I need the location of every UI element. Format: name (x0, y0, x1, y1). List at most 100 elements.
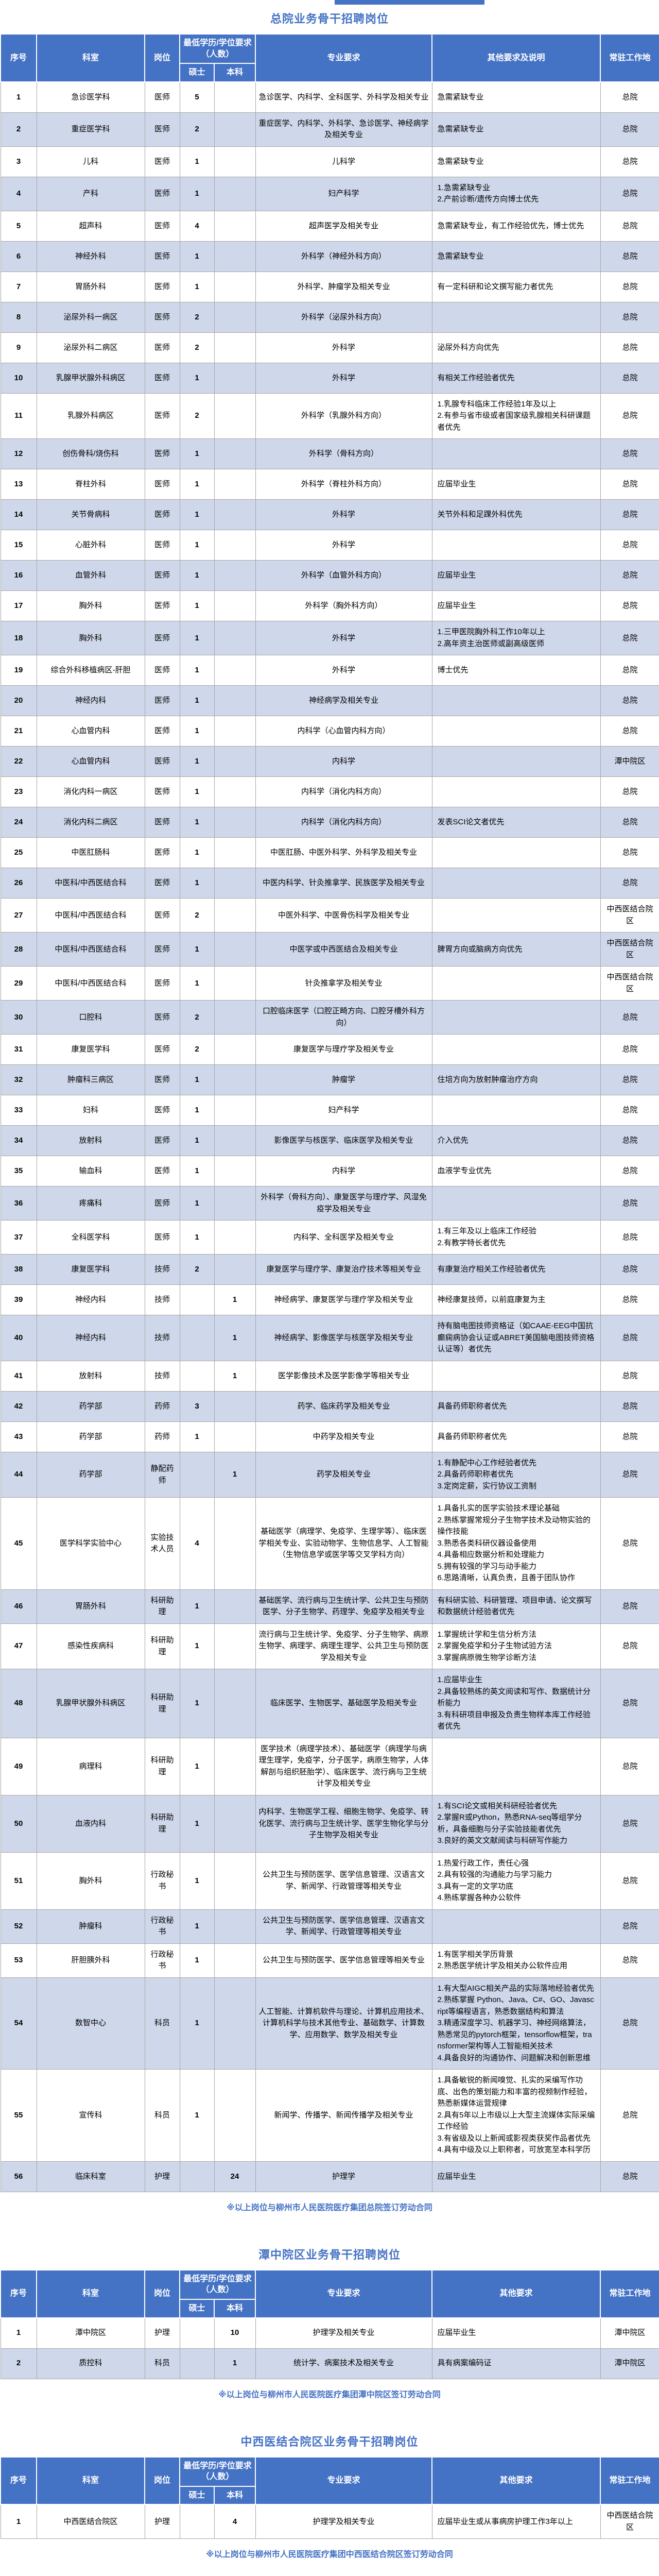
cell-post: 护理 (144, 2504, 180, 2539)
cell-location: 总院 (600, 1669, 659, 1738)
cell-dept: 心脏外科 (36, 530, 145, 561)
table-row: 42 药学部 药师 3 药学、临床药学及相关专业 具备药师职称者优先 总院 (0, 1391, 659, 1422)
cell-location: 总院 (600, 560, 659, 591)
cell-dept: 肿瘤科 (36, 1909, 145, 1944)
cell-other: 急需紧缺专业，有工作经验优先，博士优先 (431, 210, 601, 242)
cell-post: 医师 (144, 1186, 180, 1221)
cell-master: 1 (179, 807, 215, 838)
cell-dept: 中医科/中西医结合科 (36, 932, 145, 967)
table-row: 55 宣传科 科员 1 新闻学、传播学、新闻传播学及相关专业 1.具备敏锐的新闻嗅觉、扎实… (0, 2069, 659, 2162)
table-row: 34 放射科 医师 1 影像医学与核医学、临床医学及相关专业 介入优先 总院 (0, 1125, 659, 1157)
table-row: 39 神经内科 技师 1 神经病学、康复医学与理疗学及相关专业 神经康复技师，以前庭康复为… (0, 1284, 659, 1316)
cell-location: 总院 (600, 1254, 659, 1285)
cell-no: 9 (0, 332, 37, 363)
cell-post: 行政秘书 (144, 1852, 180, 1910)
cell-master: 2 (179, 898, 215, 933)
cell-dept: 胃肠外科 (36, 1589, 145, 1624)
cell-location: 总院 (600, 1852, 659, 1910)
cell-post: 医师 (144, 112, 180, 147)
cell-location: 潭中院区 (600, 2348, 659, 2379)
table-row: 14 关节骨病科 医师 1 外科学 关节外科和足踝外科优先 总院 (0, 499, 659, 531)
cell-dept: 妇科 (36, 1095, 145, 1126)
cell-post: 医师 (144, 776, 180, 808)
cell-dept: 药学部 (36, 1391, 145, 1422)
table-header: 序号 科室 岗位 最低学历/学位要求（人数） 专业要求 其他要求及说明 常驻工作… (0, 33, 659, 82)
cell-dept: 中医科/中西医结合科 (36, 966, 145, 1001)
cell-other: 具备药师职称者优先 (431, 1421, 601, 1452)
cell-major: 外科学 (255, 530, 432, 561)
cell-other (431, 301, 601, 333)
cell-master: 2 (179, 332, 215, 363)
cell-other (431, 1737, 601, 1795)
cell-location: 总院 (600, 1125, 659, 1157)
cell-post: 医师 (144, 966, 180, 1001)
cell-bachelor (214, 1034, 256, 1065)
table-row: 1 中西医结合院区 护理 4 护理学及相关专业 应届毕业生或从事病房护理工作3年以上 中西医… (0, 2504, 659, 2539)
cell-bachelor (214, 301, 256, 333)
cell-dept: 肿瘤科三病区 (36, 1064, 145, 1096)
cell-dept: 消化内科一病区 (36, 776, 145, 808)
cell-no: 41 (0, 1360, 37, 1392)
cell-post: 药师 (144, 1391, 180, 1422)
cell-master: 1 (179, 1794, 215, 1853)
cell-no: 15 (0, 530, 37, 561)
cell-major: 内科学（心血管内科方向） (255, 716, 432, 747)
cell-post: 医师 (144, 685, 180, 717)
cell-no: 29 (0, 966, 37, 1001)
cell-major: 护理学及相关专业 (255, 2504, 432, 2539)
col-header-post: 岗位 (144, 2269, 180, 2318)
cell-location: 总院 (600, 1220, 659, 1255)
table-row: 8 泌尿外科一病区 医师 2 外科学（泌尿外科方向） 总院 (0, 301, 659, 333)
cell-location: 总院 (600, 1943, 659, 1978)
cell-dept: 中医科/中西医结合科 (36, 898, 145, 933)
cell-location: 总院 (600, 499, 659, 531)
cell-bachelor (214, 1589, 256, 1624)
cell-post: 行政秘书 (144, 1943, 180, 1978)
table-body: 1 中西医结合院区 护理 4 护理学及相关专业 应届毕业生或从事病房护理工作3年以上 中西医… (0, 2504, 659, 2539)
cell-major: 护理学及相关专业 (255, 2317, 432, 2349)
contract-note: ※以上岗位与柳州市人民医院医疗集团总院签订劳动合同 (227, 2203, 432, 2212)
cell-bachelor (214, 438, 256, 470)
cell-major: 人工智能、计算机软件与理论、计算机应用技术、计算机科学与技术其他专业、基础数学、… (255, 1977, 432, 2070)
cell-post: 实验技术人员 (144, 1497, 180, 1590)
cell-dept: 超声科 (36, 210, 145, 242)
cell-other: 1.急需紧缺专业 2.产前诊断/遗传方向博士优先 (431, 176, 601, 211)
section-title: 中西医结合院区业务骨干招聘岗位 (240, 2435, 419, 2448)
cell-no: 26 (0, 868, 37, 899)
table-row: 48 乳腺甲状腺外科病区 科研助理 1 临床医学、生物医学、基础医学及相关专业 1.应届毕… (0, 1669, 659, 1738)
cell-major: 外科学 (255, 655, 432, 686)
cell-major: 中医内科学、针灸推拿学、民族医学及相关专业 (255, 868, 432, 899)
cell-location: 总院 (600, 621, 659, 656)
cell-location: 总院 (600, 241, 659, 272)
table-row: 52 肿瘤科 行政秘书 1 公共卫生与预防医学、医学信息管理、汉语言文学、新闻学、行政管… (0, 1909, 659, 1944)
cell-other (431, 868, 601, 899)
cell-major: 儿科学 (255, 146, 432, 177)
contract-note: ※以上岗位与柳州市人民医院医疗集团中西医结合院区签订劳动合同 (206, 2550, 453, 2560)
cell-post: 医师 (144, 530, 180, 561)
cell-dept: 全科医学科 (36, 1220, 145, 1255)
cell-location: 总院 (600, 655, 659, 686)
table-row: 25 中医肛肠科 医师 1 中医肛肠、中医外科学、外科学及相关专业 总院 (0, 837, 659, 869)
table-row: 30 口腔科 医师 2 口腔临床医学（口腔正畸方向、口腔牙槽外科方向） 总院 (0, 1000, 659, 1035)
table-row: 28 中医科/中西医结合科 医师 1 中医学或中西医结合及相关专业 脾胃方向或脑病方向优先… (0, 932, 659, 967)
cell-location: 总院 (600, 590, 659, 622)
cell-other: 住培方向为放射肿瘤治疗方向 (431, 1064, 601, 1096)
cell-major: 药学、临床药学及相关专业 (255, 1391, 432, 1422)
cell-no: 14 (0, 499, 37, 531)
cell-other: 应届毕业生 (431, 590, 601, 622)
cell-other (431, 746, 601, 777)
cell-other (431, 685, 601, 717)
col-header-major: 专业要求 (255, 2269, 433, 2318)
cell-post: 药师 (144, 1421, 180, 1452)
cell-location: 总院 (600, 176, 659, 211)
cell-location: 总院 (600, 837, 659, 869)
cell-location: 总院 (600, 1186, 659, 1221)
table-row: 26 中医科/中西医结合科 医师 1 中医内科学、针灸推拿学、民族医学及相关专业 总院 (0, 868, 659, 899)
cell-location: 总院 (600, 1315, 659, 1361)
cell-post: 医师 (144, 716, 180, 747)
col-header-edu-group: 最低学历/学位要求（人数） (179, 33, 256, 64)
cell-post: 医师 (144, 655, 180, 686)
cell-master: 2 (179, 1000, 215, 1035)
cell-major: 外科学 (255, 499, 432, 531)
cell-no: 22 (0, 746, 37, 777)
